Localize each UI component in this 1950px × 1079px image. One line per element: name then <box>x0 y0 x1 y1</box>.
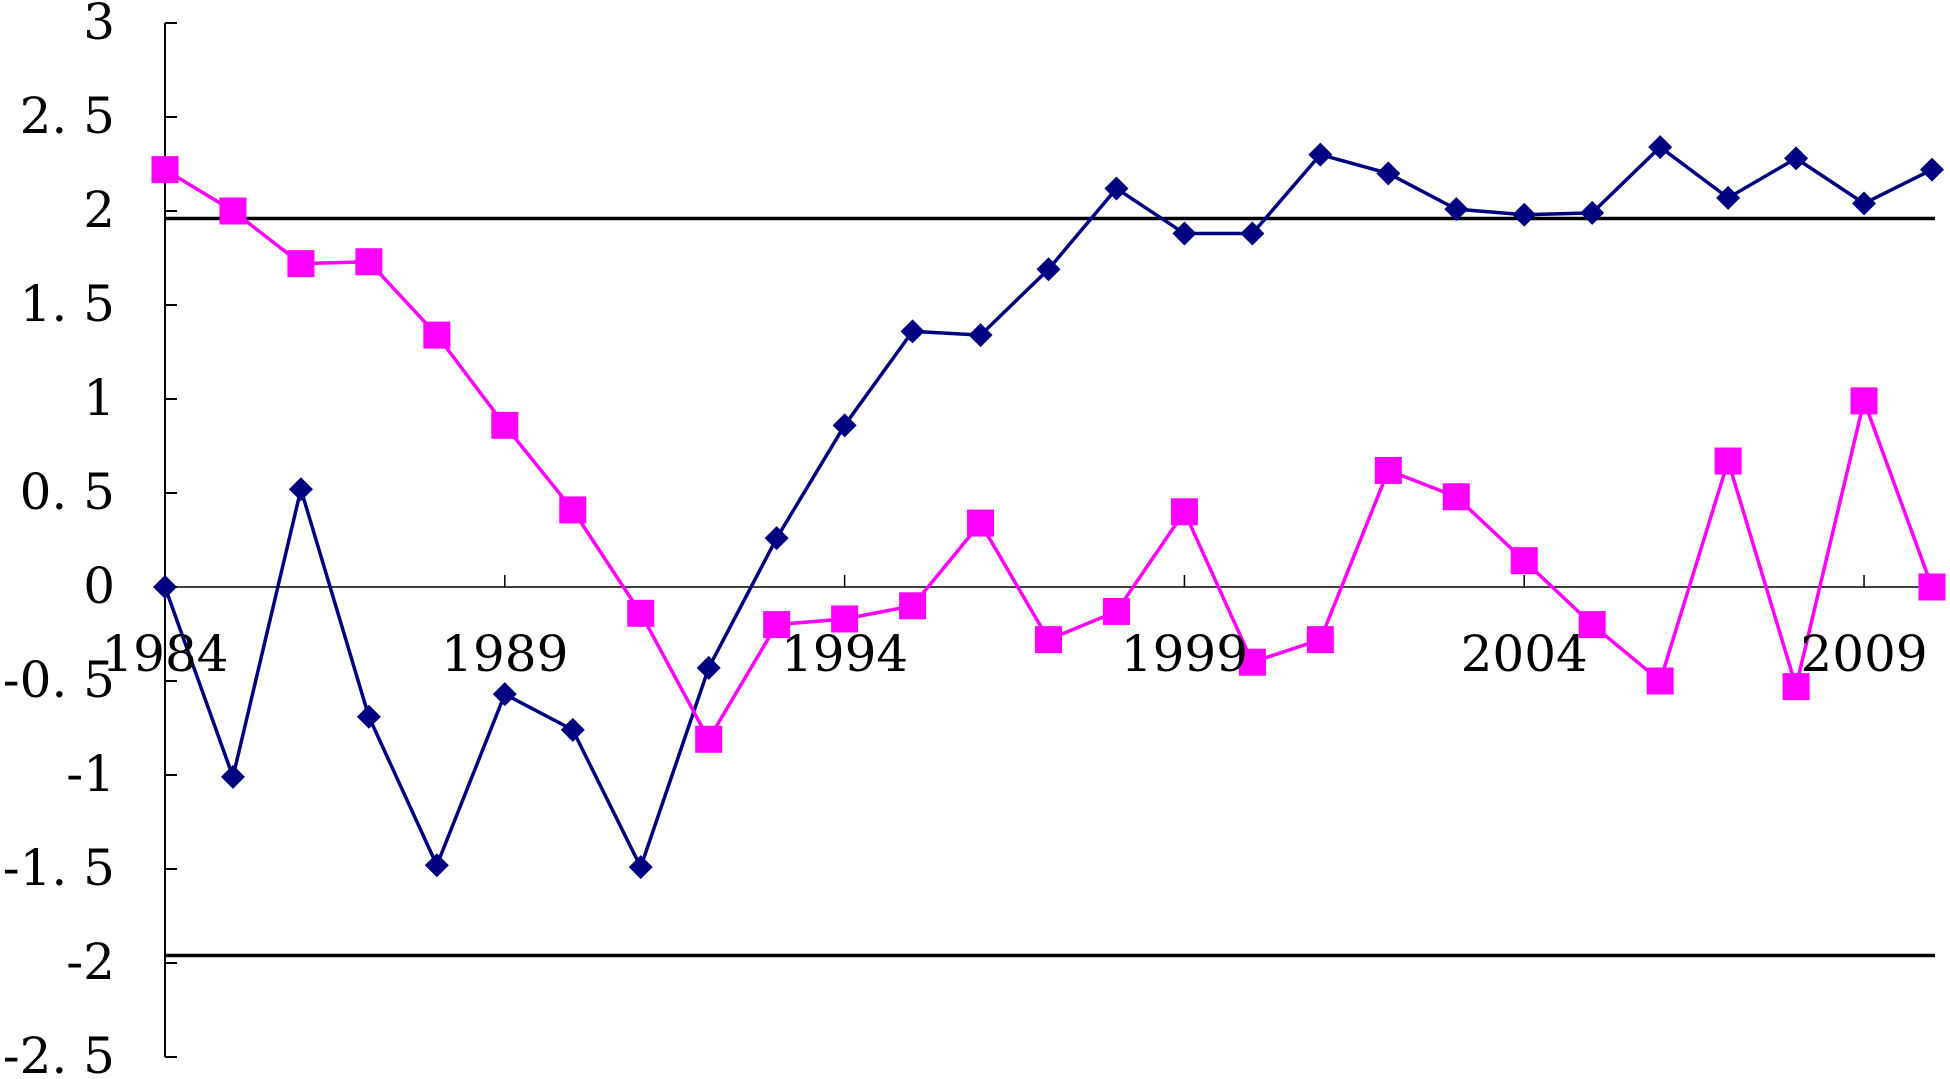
data-point-square <box>1510 547 1538 575</box>
series-line <box>163 144 1933 872</box>
data-point-square <box>831 605 859 633</box>
data-point-diamond <box>288 477 313 502</box>
data-point-diamond <box>1920 157 1944 182</box>
y-tick-label: 0 <box>83 557 115 615</box>
y-tick-label: 1 <box>83 369 115 427</box>
y-tick-label: 2 <box>83 181 115 239</box>
data-point-diamond <box>153 575 177 599</box>
data-point-diamond <box>1580 200 1605 225</box>
data-point-diamond <box>1036 257 1061 282</box>
data-point-square <box>559 496 587 524</box>
data-point-square <box>491 411 519 439</box>
data-point-diamond <box>900 319 925 344</box>
y-tick-label: 2. 5 <box>20 87 115 145</box>
data-point-square <box>695 725 723 753</box>
data-point-square <box>219 197 247 225</box>
data-point-diamond <box>1512 202 1537 227</box>
data-point-square <box>1035 626 1062 654</box>
x-tick-label: 1999 <box>1121 625 1248 683</box>
data-point-diamond <box>1852 191 1877 216</box>
x-tick-label: 2004 <box>1461 625 1588 683</box>
y-tick-label: -2 <box>66 933 115 991</box>
data-point-diamond <box>628 855 653 880</box>
data-point-diamond <box>220 764 245 789</box>
reference-lines-group <box>165 216 1935 958</box>
data-point-diamond <box>1444 197 1469 222</box>
data-point-square <box>1782 673 1810 701</box>
data-point-diamond <box>696 655 721 680</box>
data-point-square <box>1170 498 1198 526</box>
data-point-diamond <box>1376 161 1401 186</box>
data-point-diamond <box>356 704 381 729</box>
data-point-square <box>1306 626 1334 654</box>
x-tick-label: 1994 <box>781 625 908 683</box>
data-point-square <box>1646 667 1674 695</box>
data-point-diamond <box>560 717 585 742</box>
data-point-diamond <box>1648 135 1673 160</box>
y-tick-label: 3 <box>83 0 115 51</box>
data-point-diamond <box>1172 221 1197 246</box>
data-point-diamond <box>1784 146 1809 171</box>
y-tick-label: 0. 5 <box>20 463 115 521</box>
axes-group <box>164 22 1935 1058</box>
data-point-square <box>1102 597 1130 625</box>
data-point-square <box>627 599 655 627</box>
data-point-square <box>287 250 315 278</box>
y-tick-label: -0. 5 <box>3 651 115 709</box>
data-point-diamond <box>968 323 993 348</box>
data-point-square <box>1442 483 1470 511</box>
y-tick-label: -1. 5 <box>3 839 115 897</box>
tick-labels-group: 3 2. 5 2 1. 5 1 0. 5 0 -0. 5 -1 -1. 5 -2 -2. 5 1984 1… <box>3 0 1928 1079</box>
data-point-diamond <box>1104 176 1129 201</box>
y-tick-label: -1 <box>66 745 115 803</box>
data-point-square <box>967 509 995 537</box>
data-point-square <box>423 321 451 349</box>
series-line <box>164 168 1934 743</box>
data-point-diamond <box>1716 185 1741 210</box>
y-tick-label: -2. 5 <box>3 1027 115 1079</box>
y-tick-label: 1. 5 <box>20 275 115 333</box>
data-point-diamond <box>424 853 449 878</box>
data-point-diamond <box>1240 221 1265 246</box>
data-point-square <box>1374 456 1402 484</box>
data-point-square <box>1578 611 1606 639</box>
data-point-square <box>1714 447 1742 475</box>
data-point-square <box>1238 648 1266 676</box>
data-point-square <box>763 611 791 639</box>
data-point-square <box>1850 387 1878 415</box>
x-tick-label: 1984 <box>101 625 228 683</box>
data-point-diamond <box>492 682 517 707</box>
data-point-square <box>355 248 383 276</box>
data-point-square <box>151 156 179 184</box>
series-group <box>151 135 1946 880</box>
data-point-diamond <box>1308 142 1333 167</box>
data-point-square <box>899 592 927 620</box>
x-tick-label: 1989 <box>441 625 568 683</box>
series-1 <box>153 135 1944 880</box>
data-point-diamond <box>832 413 857 438</box>
data-point-diamond <box>764 526 789 551</box>
data-point-square <box>1918 573 1946 601</box>
series-2 <box>151 156 1946 753</box>
x-tick-label: 2009 <box>1800 625 1927 683</box>
